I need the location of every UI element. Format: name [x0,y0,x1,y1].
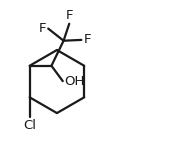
Text: F: F [39,22,46,35]
Text: OH: OH [65,75,85,88]
Text: Cl: Cl [23,119,36,132]
Text: F: F [83,33,91,46]
Text: F: F [65,9,73,22]
